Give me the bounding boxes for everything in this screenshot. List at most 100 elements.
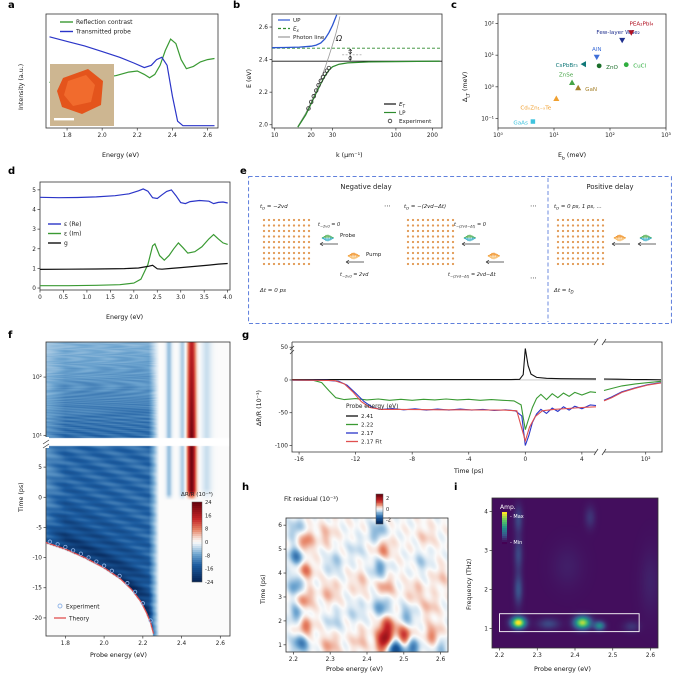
laser-pulse-icon xyxy=(463,234,476,242)
legend-title: Probe energy (eV) xyxy=(346,404,398,410)
laser-pulse-icon xyxy=(487,252,500,260)
tick-label: 0 xyxy=(386,507,389,513)
tick-label: 2.0 xyxy=(98,133,108,139)
tick-label: -16 xyxy=(205,567,213,573)
tick-label: 2.4 xyxy=(177,641,187,647)
tick-label: 24 xyxy=(205,500,212,506)
panel-d-xlabel: Energy (eV) xyxy=(106,314,144,321)
tick-label: 10⁻¹ xyxy=(481,115,494,122)
tick-label: 5 xyxy=(38,465,42,471)
tick-label: 2.6 xyxy=(203,133,213,139)
panel-f-label: f xyxy=(8,330,13,341)
laser-pulse-icon xyxy=(639,234,652,242)
legend-item: Theory xyxy=(68,617,90,623)
experiment-point xyxy=(117,573,122,578)
panel-i-heatmap xyxy=(492,498,658,648)
probe-label: Probe xyxy=(340,233,356,239)
tick-label: 5 xyxy=(32,188,36,194)
omega-label: Ω xyxy=(335,34,343,43)
legend-item: ε (Im) xyxy=(64,231,81,238)
experiment-point xyxy=(326,65,332,71)
tick-label: -15 xyxy=(33,586,43,592)
legend-item: g xyxy=(64,240,68,247)
panel-h-ylabel: Time (ps) xyxy=(260,574,267,604)
panel-i: 2.2 2.3 2.4 2.5 2.6 1 2 3 4 Amp. - Max - Min Probe … xyxy=(458,488,672,684)
experiment-point xyxy=(306,106,311,111)
panel-b-label: b xyxy=(233,0,241,11)
experiment-point xyxy=(125,581,130,586)
tick-label: 50 xyxy=(281,345,289,351)
panel-e-label: e xyxy=(240,166,247,177)
tick-label: 4.0 xyxy=(223,295,233,301)
laser-pulse-icon xyxy=(347,252,360,260)
sample-photo-inset xyxy=(50,64,114,126)
ellipsis: ⋯ xyxy=(530,274,537,282)
tick-label: 3.0 xyxy=(176,295,186,301)
panel-g-label: g xyxy=(242,330,250,341)
panel-g: 50 0 -50 -100 -16 -12 -8 -4 0 4 10² Probe energy (e… xyxy=(248,334,672,484)
panel-f-xlabel: Probe energy (eV) xyxy=(90,652,147,659)
experiment-point xyxy=(47,539,52,544)
legend-item: Experiment xyxy=(66,605,100,611)
scale-bar xyxy=(54,118,74,121)
experiment-point xyxy=(308,99,314,105)
tick-label: 10⁰ xyxy=(484,84,494,91)
experiment-point xyxy=(316,82,321,88)
experiment-point xyxy=(148,618,153,623)
tick-label: -100 xyxy=(275,443,288,449)
tick-label: 2.2 xyxy=(133,133,143,139)
tick-label: 16 xyxy=(205,513,212,519)
tick-label: 2.4 xyxy=(362,657,372,663)
tick-label: 3.5 xyxy=(200,295,210,301)
material-label: ZnSe xyxy=(559,73,574,79)
tick-label: 100 xyxy=(390,133,401,139)
tick-label: 2.0 xyxy=(259,123,269,129)
tick-label: 0 xyxy=(284,378,288,384)
tick-label: 4 xyxy=(580,457,584,463)
panel-c-ylabel: ΔLT (meV) xyxy=(462,71,472,102)
tick-label: 200 xyxy=(427,133,438,139)
atom-lattice xyxy=(262,218,311,266)
panel-i-xlabel: Probe energy (eV) xyxy=(534,666,591,673)
tick-label: 8 xyxy=(205,527,208,533)
tick-label: 2.5 xyxy=(608,653,618,659)
panel-d: 0 0.5 1.0 1.5 2.0 2.5 3.0 3.5 4.0 0 1 2 3 4 5 ε (Re) ε (… xyxy=(6,172,238,330)
tick-label: 0 xyxy=(32,286,36,292)
tick-label: -10 xyxy=(33,556,43,562)
panel-d-label: d xyxy=(8,166,16,177)
experiment-point xyxy=(322,71,328,76)
experiment-point xyxy=(311,94,316,99)
tick-label: 10 xyxy=(271,133,279,139)
time-label: t−2vd​ = 2vd xyxy=(340,272,369,279)
experiment-point xyxy=(78,551,83,556)
tick-label: 2 xyxy=(484,588,488,594)
material-label: PEA₂PbI₄ xyxy=(629,22,654,28)
tick-label: -2 xyxy=(386,518,391,524)
panel-i-ylabel: Frequency (THz) xyxy=(466,558,473,610)
experiment-point xyxy=(318,78,323,83)
laser-pulse-icon xyxy=(321,234,334,242)
time-label: t−(2vd−Δt)​ = 0 xyxy=(454,222,486,229)
tick-label: 1.8 xyxy=(62,133,72,139)
panel-e-diagram: Negative delay Positive delay tD​ = −2vd t−… xyxy=(248,176,672,324)
tick-label: 2.3 xyxy=(533,653,543,659)
material-label: GaN xyxy=(585,87,597,93)
tick-label: 2.5 xyxy=(153,295,163,301)
delay-label: tD​ = −2vd xyxy=(260,204,288,211)
panel-a-chart: 1.8 2.0 2.2 2.4 2.6 Reflection contrast Transm… xyxy=(45,13,219,139)
tick-label: 2.6 xyxy=(259,25,269,31)
delay-label: tD​ = −(2vd−Δt) xyxy=(404,204,446,211)
panel-g-chart: 50 0 -50 -100 -16 -12 -8 -4 0 4 10² Probe energy (e… xyxy=(275,338,663,463)
panel-f-ylabel: Time (ps) xyxy=(18,482,25,512)
tick-label: 1 xyxy=(484,627,488,633)
panel-b-xlabel: k (μm⁻¹) xyxy=(336,152,363,159)
amp-label: Amp. xyxy=(500,504,516,511)
tick-label: 3 xyxy=(32,227,36,233)
panel-h-chart: 2.2 2.3 2.4 2.5 2.6 1 2 3 4 5 6 2 0 -2 xyxy=(278,493,449,663)
panel-f: 1.8 2.0 2.2 2.4 2.6 5 0 -5 -10 -15 -20 10¹ 10² 24 16 8 0… xyxy=(6,334,242,684)
tick-label: 10² xyxy=(641,456,651,463)
legend-item: 2.41 xyxy=(361,414,374,420)
tick-label: 10⁰ xyxy=(493,132,503,139)
tick-label: 2.6 xyxy=(436,657,446,663)
